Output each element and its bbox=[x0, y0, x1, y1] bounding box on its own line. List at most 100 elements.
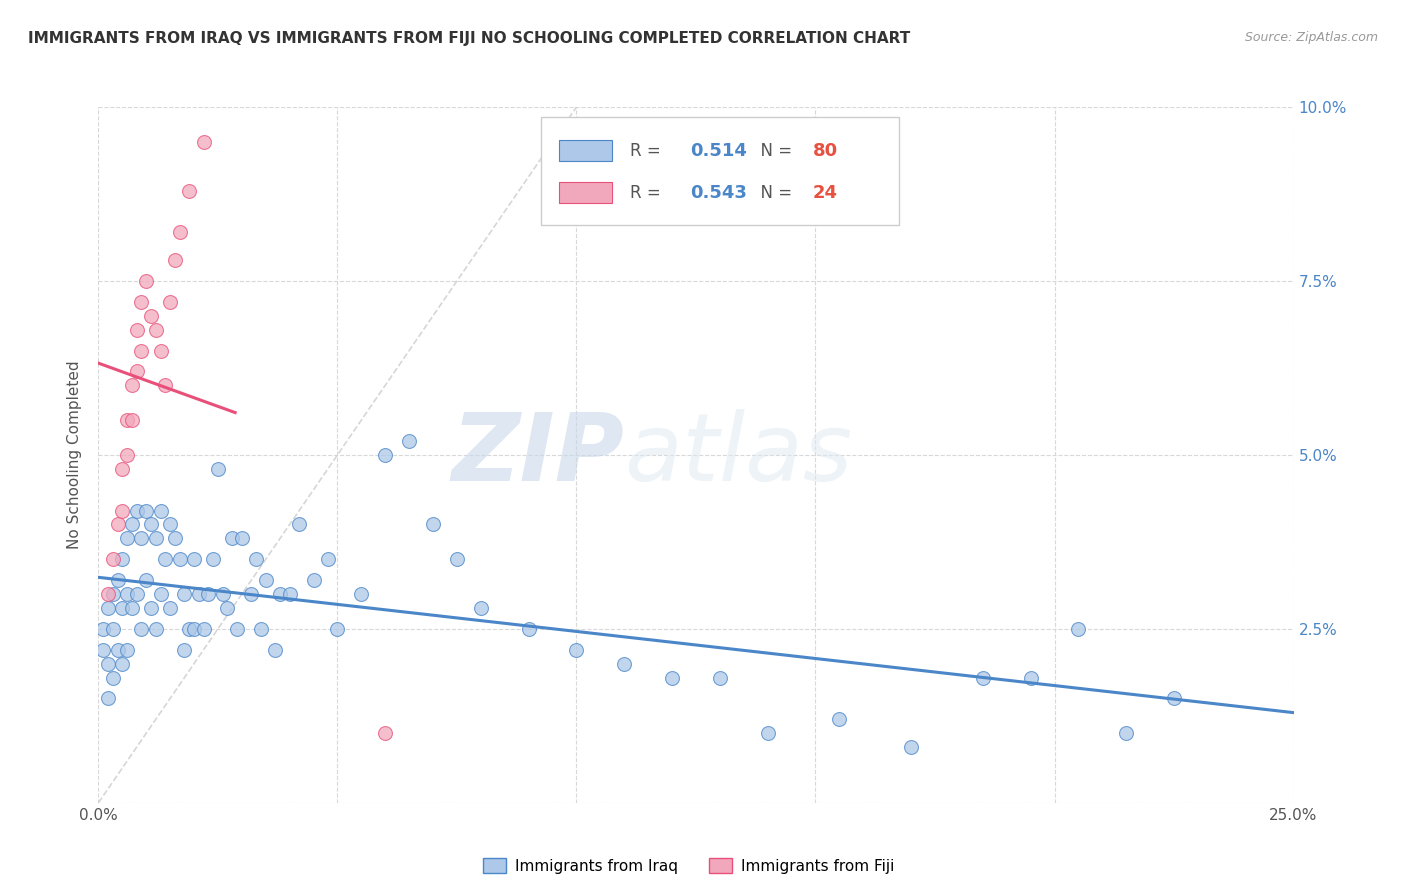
Point bbox=[97, 657, 120, 671]
Point bbox=[139, 517, 162, 532]
Point bbox=[145, 323, 167, 337]
Point bbox=[121, 378, 143, 392]
Point bbox=[149, 503, 172, 517]
Point bbox=[1067, 622, 1090, 636]
Point bbox=[179, 184, 201, 198]
Point bbox=[101, 622, 124, 636]
Point bbox=[115, 532, 138, 546]
Point bbox=[155, 378, 177, 392]
Point bbox=[111, 552, 134, 566]
Point bbox=[1019, 671, 1042, 685]
Point bbox=[111, 503, 134, 517]
Point bbox=[107, 573, 129, 587]
Text: atlas: atlas bbox=[624, 409, 852, 500]
Point bbox=[97, 587, 120, 601]
Point bbox=[326, 622, 349, 636]
Point bbox=[163, 253, 186, 268]
Point bbox=[163, 532, 186, 546]
Point bbox=[470, 601, 492, 615]
Point bbox=[187, 587, 209, 601]
Point bbox=[125, 503, 148, 517]
Text: 80: 80 bbox=[813, 142, 838, 160]
Point bbox=[131, 532, 153, 546]
Point bbox=[135, 274, 157, 288]
Legend: Immigrants from Iraq, Immigrants from Fiji: Immigrants from Iraq, Immigrants from Fi… bbox=[477, 852, 901, 880]
Point bbox=[111, 462, 134, 476]
Point bbox=[211, 587, 233, 601]
Point bbox=[135, 503, 157, 517]
Point bbox=[97, 601, 120, 615]
Text: N =: N = bbox=[749, 184, 797, 202]
Point bbox=[661, 671, 683, 685]
Point bbox=[269, 587, 291, 601]
Point bbox=[125, 323, 148, 337]
Text: 24: 24 bbox=[813, 184, 838, 202]
Text: IMMIGRANTS FROM IRAQ VS IMMIGRANTS FROM FIJI NO SCHOOLING COMPLETED CORRELATION : IMMIGRANTS FROM IRAQ VS IMMIGRANTS FROM … bbox=[28, 31, 910, 46]
Point bbox=[173, 587, 195, 601]
Point bbox=[288, 517, 311, 532]
Text: N =: N = bbox=[749, 142, 797, 160]
Point bbox=[149, 587, 172, 601]
Point bbox=[316, 552, 339, 566]
Point bbox=[159, 517, 181, 532]
Point bbox=[207, 462, 229, 476]
Point bbox=[169, 225, 191, 239]
Point bbox=[131, 622, 153, 636]
Point bbox=[107, 517, 129, 532]
Point bbox=[121, 601, 143, 615]
Point bbox=[374, 726, 396, 740]
Point bbox=[517, 622, 540, 636]
Point bbox=[183, 552, 205, 566]
Point bbox=[900, 740, 922, 755]
Point bbox=[197, 587, 219, 601]
Point bbox=[264, 642, 287, 657]
Point bbox=[125, 364, 148, 378]
Point bbox=[350, 587, 373, 601]
Point bbox=[145, 532, 167, 546]
Point bbox=[139, 601, 162, 615]
Point bbox=[179, 622, 201, 636]
Text: 0.514: 0.514 bbox=[690, 142, 747, 160]
Point bbox=[101, 671, 124, 685]
Point bbox=[1115, 726, 1137, 740]
Point bbox=[226, 622, 249, 636]
Point bbox=[221, 532, 243, 546]
Point bbox=[111, 601, 134, 615]
Point bbox=[756, 726, 779, 740]
Point bbox=[217, 601, 239, 615]
Point bbox=[828, 712, 851, 726]
Point bbox=[101, 587, 124, 601]
Point bbox=[250, 622, 273, 636]
Text: R =: R = bbox=[630, 184, 666, 202]
Point bbox=[115, 587, 138, 601]
Point bbox=[169, 552, 191, 566]
Point bbox=[91, 622, 114, 636]
Point bbox=[446, 552, 468, 566]
Bar bbox=[558, 140, 613, 161]
Point bbox=[135, 573, 157, 587]
Point bbox=[97, 691, 120, 706]
Point bbox=[131, 343, 153, 358]
Point bbox=[101, 552, 124, 566]
Point bbox=[159, 601, 181, 615]
Point bbox=[193, 135, 215, 149]
Point bbox=[125, 587, 148, 601]
Point bbox=[121, 517, 143, 532]
Point bbox=[972, 671, 994, 685]
Point bbox=[398, 434, 420, 448]
Point bbox=[193, 622, 215, 636]
Point bbox=[159, 294, 181, 309]
Point bbox=[139, 309, 162, 323]
Point bbox=[91, 642, 114, 657]
Point bbox=[240, 587, 263, 601]
Point bbox=[374, 448, 396, 462]
Point bbox=[1163, 691, 1185, 706]
Point bbox=[231, 532, 253, 546]
Point bbox=[111, 657, 134, 671]
Point bbox=[115, 642, 138, 657]
Y-axis label: No Schooling Completed: No Schooling Completed bbox=[67, 360, 83, 549]
Text: ZIP: ZIP bbox=[451, 409, 624, 501]
Point bbox=[245, 552, 267, 566]
Text: R =: R = bbox=[630, 142, 666, 160]
Text: 0.543: 0.543 bbox=[690, 184, 747, 202]
